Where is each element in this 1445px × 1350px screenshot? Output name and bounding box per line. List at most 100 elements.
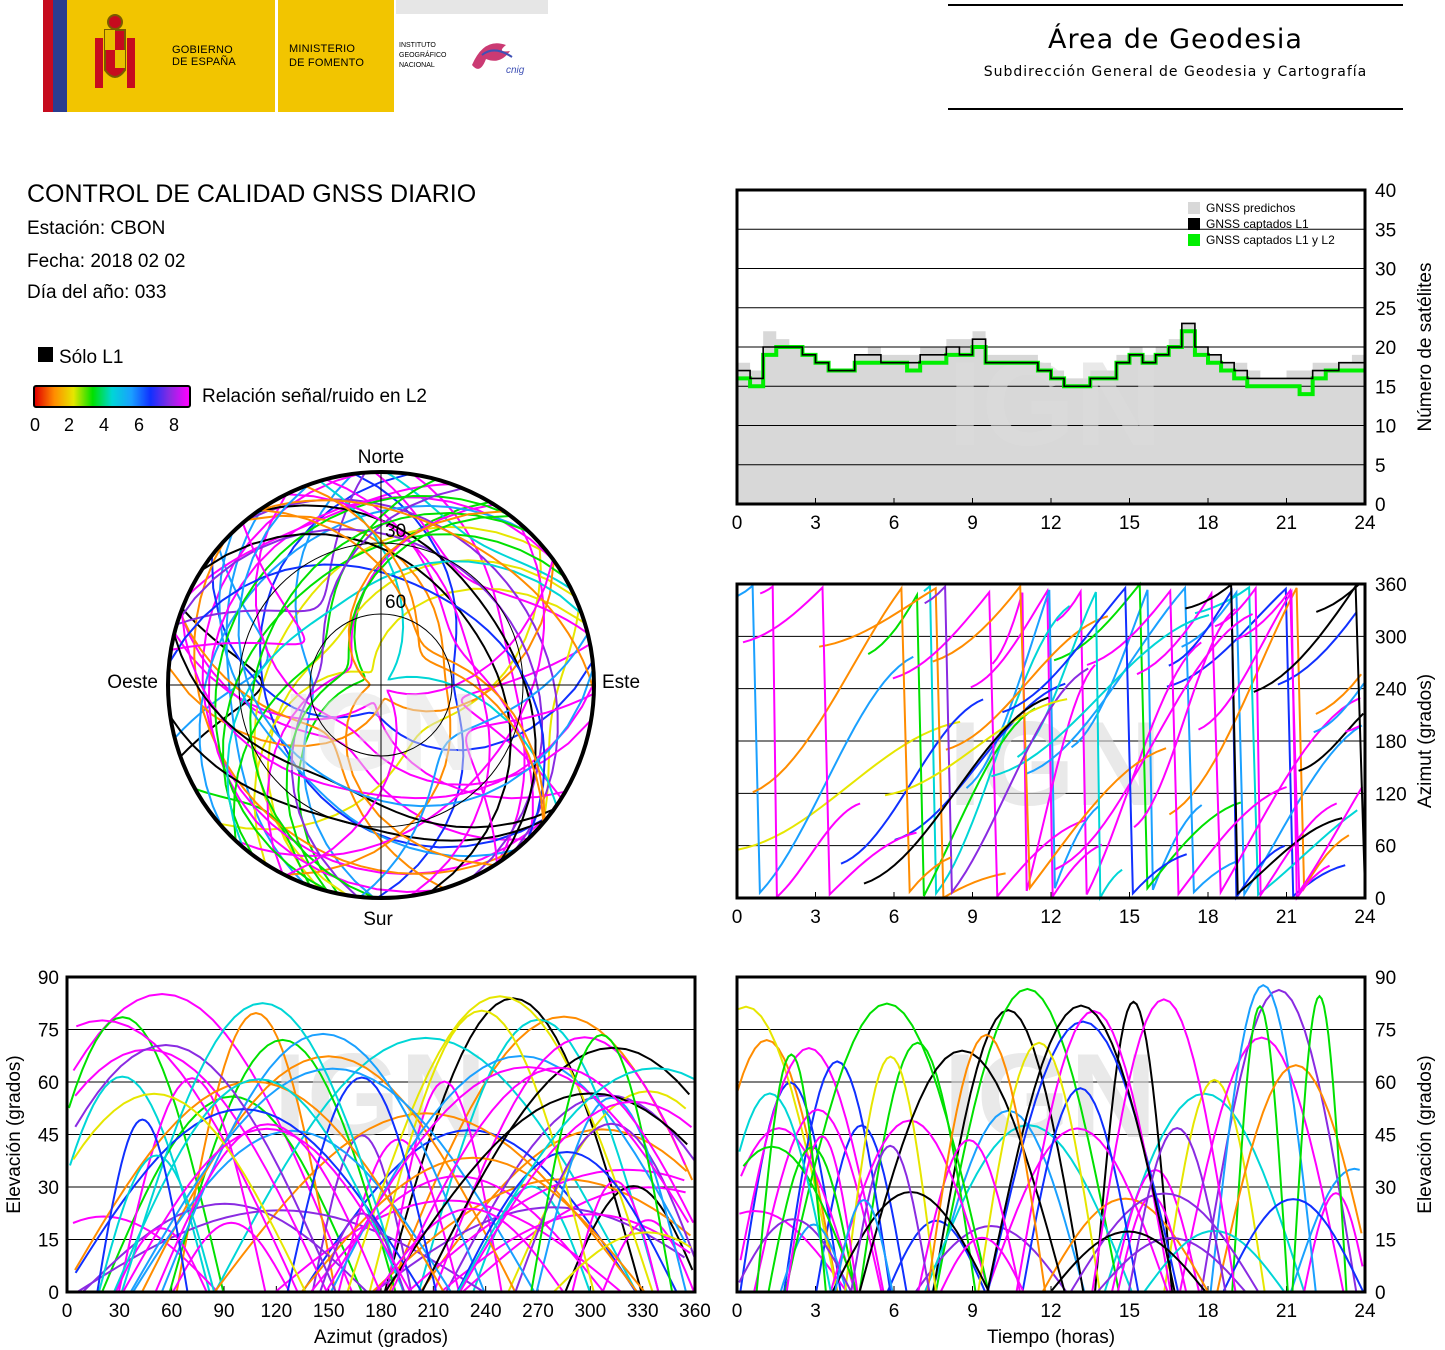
y-tick-label: 60 [1375, 1073, 1396, 1094]
az-track [752, 585, 952, 895]
y-tick-label: 300 [1375, 627, 1407, 648]
elt-track [985, 1127, 1169, 1293]
sky-track [359, 633, 589, 898]
az-track [923, 583, 1071, 897]
y-tick-label: 0 [48, 1283, 59, 1304]
ign-line1: INSTITUTO [399, 42, 436, 49]
x-tick-label: 240 [470, 1301, 502, 1322]
satellite-count-chart: 0 5 10 15 20 25 30 35 40 0 3 6 9 12 15 18 21 24 Número de … [732, 181, 1436, 534]
legend-swatch [1188, 218, 1200, 230]
az-track [1194, 585, 1358, 897]
az-track [1086, 588, 1287, 897]
area-title: Área de Geodesia [1048, 24, 1303, 55]
ign-band [396, 0, 548, 14]
elt-track [1291, 994, 1348, 1293]
y-tick-label: 180 [1375, 732, 1407, 753]
elaz-track [530, 1033, 674, 1293]
count-frame [735, 188, 1367, 506]
ring-label-30: 30 [385, 521, 406, 542]
snr-tick: 8 [169, 415, 180, 435]
sky-track [304, 484, 545, 823]
ministerio-logo: MINISTERIO DE FOMENTO [278, 0, 394, 112]
sky-track [214, 494, 509, 893]
east-label: Este [602, 672, 640, 693]
elaz-track [122, 1127, 412, 1293]
skyplot: IGN Norte Sur Este Oeste 30 60 [107, 447, 640, 930]
x-tick-label: 21 [1276, 513, 1297, 534]
az-track [1070, 589, 1203, 891]
header-rule-bottom [948, 108, 1403, 110]
date-label: Fecha: 2018 02 02 [27, 251, 186, 272]
elaz-track [390, 1066, 695, 1293]
elt-track [932, 1009, 1085, 1293]
elt-track [844, 1055, 937, 1293]
az-track [742, 585, 917, 897]
sky-track [252, 587, 586, 865]
az-track [1313, 682, 1365, 734]
x-tick-label: 9 [967, 1301, 978, 1322]
y-tick-label: 40 [1375, 181, 1396, 202]
x-tick-label: 60 [161, 1301, 182, 1322]
elaz-track [376, 1207, 565, 1293]
x-tick-label: 210 [417, 1301, 449, 1322]
sky-track [259, 472, 549, 849]
elaz-track [507, 1090, 687, 1293]
y-tick-label: 120 [1375, 784, 1407, 805]
snr-tick: 0 [30, 415, 41, 435]
y-tick-label: 35 [1375, 220, 1396, 241]
y-tick-label: 60 [38, 1073, 59, 1094]
elt-track [986, 1004, 1176, 1293]
elaz-track [406, 1168, 685, 1293]
sky-track [259, 508, 546, 822]
ign-line3: NACIONAL [399, 62, 435, 69]
y-tick-label: 75 [38, 1021, 59, 1042]
elaz-track [346, 995, 654, 1293]
x-tick-label: 120 [260, 1301, 292, 1322]
sky-track [286, 493, 491, 897]
sky-track [249, 511, 530, 899]
elaz-track [75, 1019, 299, 1293]
az-track [863, 696, 1049, 885]
x-tick-label: 18 [1197, 1301, 1218, 1322]
elaz-track [319, 1212, 406, 1293]
x-tick-label: 9 [967, 513, 978, 534]
az-frame [735, 582, 1367, 900]
elaz-tracks [67, 992, 696, 1293]
y-tick-label: 240 [1375, 680, 1407, 701]
az-track [1185, 582, 1343, 896]
elaz-track [300, 1156, 646, 1293]
elaz-track [81, 1202, 368, 1293]
legend-swatch [1188, 202, 1200, 214]
x-axis-label: Azimut (grados) [314, 1327, 448, 1348]
az-track [1168, 587, 1350, 892]
legend-label: GNSS captados L1 [1206, 217, 1309, 231]
sky-track [460, 643, 591, 799]
elt-axes: 0 15 30 45 60 75 90 0 3 6 9 12 15 18 21 24 Elevación (gr… [732, 968, 1436, 1348]
x-tick-label: 0 [732, 1301, 743, 1322]
y-axis-label: Elevación (grados) [1415, 1055, 1436, 1213]
x-tick-label: 15 [1119, 907, 1140, 928]
x-tick-label: 0 [62, 1301, 73, 1322]
elaz-track [120, 1002, 405, 1293]
sky-track [186, 483, 452, 597]
sky-track [285, 559, 554, 877]
predicted-area [737, 323, 1365, 504]
az-track [1253, 583, 1366, 887]
x-tick-label: 3 [810, 513, 821, 534]
elaz-track [286, 1076, 438, 1293]
y-tick-label: 30 [38, 1178, 59, 1199]
az-track [737, 583, 914, 896]
elt-track [1094, 1000, 1173, 1293]
sky-track [290, 487, 464, 898]
elaz-track [421, 1046, 691, 1293]
legend-label: GNSS predichos [1206, 201, 1295, 215]
az-track [1277, 612, 1357, 686]
elaz-track [72, 1215, 219, 1293]
station-label: Estación: CBON [27, 218, 166, 239]
page-title: CONTROL DE CALIDAD GNSS DIARIO [27, 180, 477, 208]
elt-track [926, 1033, 1047, 1293]
az-track [1053, 581, 1242, 892]
cnig-text: cnig [506, 65, 525, 76]
elevation-azimuth-chart: 0 15 30 45 60 75 90 0 30 60 90 120 150 180 210 240 270 30… [4, 968, 711, 1348]
x-tick-label: 270 [522, 1301, 554, 1322]
